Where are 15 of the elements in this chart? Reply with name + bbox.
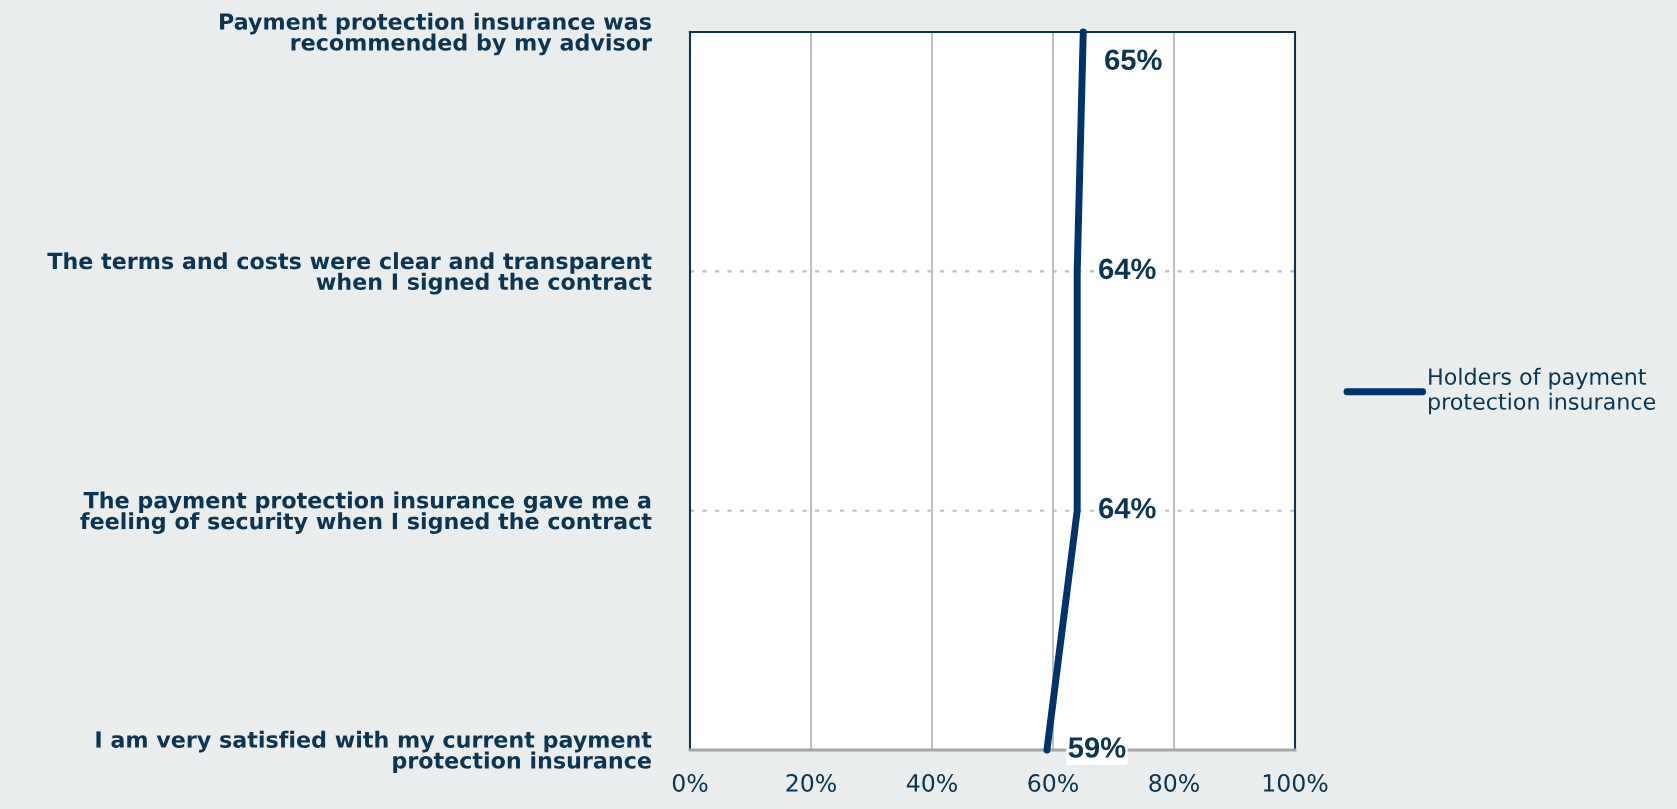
data-label: 64% [1099,258,1156,280]
x-tick-label: 0% [672,774,708,792]
data-label: 59% [1068,737,1126,758]
y-tick-label: The payment protection insurance gave me a feeling of security when I signed the contract [80,491,652,534]
data-label: 65% [1105,49,1162,71]
legend-label: Holders of payment protection insurance [1429,367,1656,415]
x-tick-label: 80% [1149,774,1199,792]
x-tick-label: 20% [786,774,836,792]
data-label: 64% [1099,497,1156,519]
y-tick-label: I am very satisfied with my current payment protection insurance [96,730,652,774]
y-tick-label: The terms and costs were clear and transparent when I signed the contract [47,252,652,295]
x-tick-label: 40% [906,774,957,792]
x-tick-label: 100% [1263,774,1328,792]
x-tick-label: 60% [1028,774,1078,792]
y-tick-label: Payment protection insurance was recommended by my advisor [220,12,652,56]
